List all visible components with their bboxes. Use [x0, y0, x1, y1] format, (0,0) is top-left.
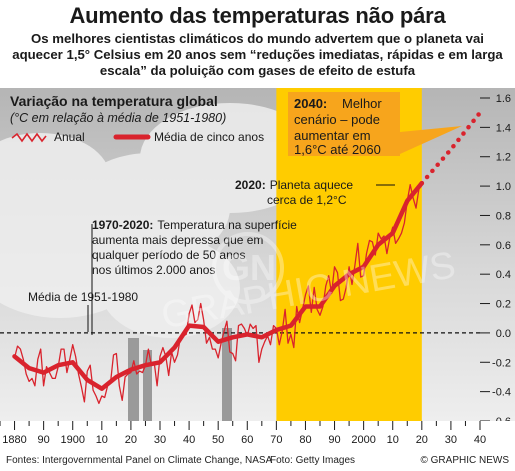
annotation-2020: 2020: Planeta aquece cerca de 1,2°C — [235, 178, 395, 207]
annotation-1970-heading: 1970-2020: — [92, 218, 153, 232]
legend: Anual Média de cinco anos — [11, 130, 264, 144]
x-tick-label-14: 20 — [416, 434, 428, 446]
y-tick-label-10: -0.4 — [492, 387, 511, 399]
page-subtitle: Os melhores cientistas climáticos do mun… — [12, 31, 503, 78]
annotation-1970-line2: aumenta mais depressa que em — [92, 233, 263, 247]
y-tick-label-5: 0.6 — [496, 240, 511, 252]
x-axis-ticks: 1880 90 1900 10 20 30 40 50 60 70 80 90 2000 10 20 30 40 — [0, 421, 486, 446]
svg-text:GN: GN — [222, 247, 276, 288]
chart-title: Variação na temperatura global — [10, 93, 218, 109]
x-tick-label-15: 30 — [445, 434, 457, 446]
annotation-1970-line3: qualquer período de 50 anos — [92, 248, 245, 262]
annotation-2020-line1: Planeta aquece — [270, 178, 354, 192]
x-tick-label-2: 1900 — [60, 434, 84, 446]
series-projection-line — [419, 110, 483, 186]
y-tick-label-3: 1.0 — [496, 181, 511, 193]
legend-annual-swatch — [11, 132, 47, 143]
x-tick-label-16: 40 — [474, 434, 486, 446]
y-tick-label-0: 1.6 — [496, 93, 511, 105]
page-title: Aumento das temperaturas não pára — [69, 3, 446, 28]
annotation-1970-line4: nos últimos 2.000 anos — [92, 263, 215, 277]
y-tick-label-4: 0.8 — [496, 210, 511, 222]
temperature-chart: 1.61.41.21.00.80.60.40.20.0-0.2-0.4-0.6 … — [0, 88, 515, 450]
callout-2040-line3: aumentar em — [294, 128, 371, 143]
callout-2040-box — [288, 92, 400, 156]
x-tick-label-5: 30 — [154, 434, 166, 446]
svg-text:2020:Planeta aquece: 2020: Planeta aquece — [235, 178, 353, 192]
callout-2040-line1: Melhor — [342, 96, 382, 111]
legend-five-year-label: Média de cinco anos — [154, 130, 264, 144]
x-tick-label-1: 90 — [38, 434, 50, 446]
x-tick-label-8: 60 — [241, 434, 253, 446]
x-tick-label-4: 20 — [125, 434, 137, 446]
annotation-1970-line1: Temperatura na superfície — [157, 218, 297, 232]
baseline-label: Média de 1951-1980 — [28, 290, 138, 304]
callout-2040-pointer — [400, 126, 462, 154]
y-tick-label-8: 0.0 — [496, 328, 511, 340]
chimneys — [128, 328, 232, 423]
x-tick-label-11: 90 — [328, 434, 340, 446]
x-tick-label-10: 80 — [299, 434, 311, 446]
x-tick-label-9: 70 — [270, 434, 282, 446]
series-layer — [12, 110, 483, 405]
annotation-1970-2020: 1970-2020: Temperatura na superfície aume… — [91, 218, 297, 335]
svg-text:1970-2020:Temperatura na super: 1970-2020: Temperatura na superfície — [92, 218, 297, 232]
callout-2040: 2040: Melhor cenário – pode aumentar em … — [288, 92, 462, 157]
y-tick-label-2: 1.2 — [496, 152, 511, 164]
copyright: © GRAPHIC NEWS — [420, 455, 510, 466]
x-axis-band — [0, 421, 515, 450]
photo-credit: Foto: Getty Images — [270, 455, 356, 466]
y-tick-label-1: 1.4 — [496, 122, 511, 134]
y-tick-label-6: 0.4 — [496, 269, 511, 281]
callout-2040-line2: cenário – pode — [294, 112, 380, 127]
x-tick-label-12: 2000 — [351, 434, 375, 446]
x-tick-label-3: 10 — [96, 434, 108, 446]
callout-2040-heading: 2040: — [294, 96, 327, 111]
svg-text:2040:: 2040: — [294, 96, 327, 111]
source-credit: Fontes: Intergovernmental Panel on Clima… — [6, 455, 273, 466]
y-tick-label-9: -0.2 — [492, 357, 511, 369]
y-axis-gridticks — [480, 97, 490, 422]
x-tick-label-6: 40 — [183, 434, 195, 446]
x-tick-label-7: 50 — [212, 434, 224, 446]
chart-subtitle: (°C em relação à média de 1951-1980) — [10, 111, 226, 125]
legend-annual-label: Anual — [54, 130, 85, 144]
callout-2040-line4: 1,6°C até 2060 — [294, 142, 381, 157]
annotation-2020-heading: 2020: — [235, 178, 266, 192]
y-tick-label-7: 0.2 — [496, 299, 511, 311]
annotation-2020-line2: cerca de 1,2°C — [267, 193, 347, 207]
x-tick-label-0: 1880 — [2, 434, 26, 446]
x-tick-label-13: 10 — [387, 434, 399, 446]
